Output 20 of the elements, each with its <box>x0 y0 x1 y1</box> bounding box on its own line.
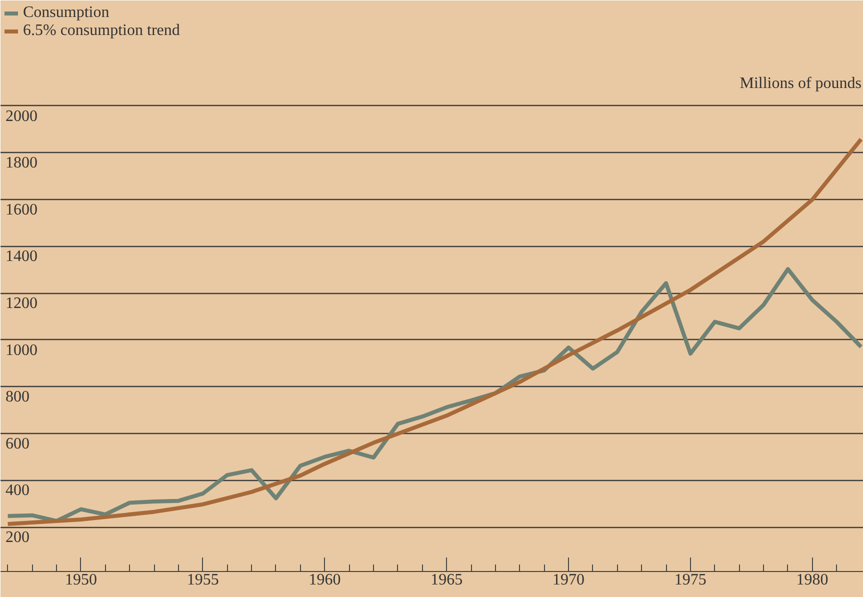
y-tick-label: 1000 <box>6 342 38 359</box>
legend-label: Consumption <box>23 4 110 22</box>
x-tick-label: 1950 <box>64 572 97 588</box>
y-tick-label: 200 <box>6 529 30 546</box>
x-tick-label: 1955 <box>186 572 219 588</box>
y-tick-label: 1800 <box>6 154 38 172</box>
legend-label: 6.5% consumption trend <box>23 22 180 40</box>
y-tick-label: 1600 <box>6 201 38 218</box>
y-tick-label: 800 <box>6 388 30 406</box>
y-tick-label: 1400 <box>6 248 38 266</box>
x-tick-label: 1980 <box>796 572 828 588</box>
y-tick-label: 1200 <box>6 295 38 312</box>
y-tick-label: 2000 <box>6 108 38 125</box>
y-axis-title: Millions of pounds <box>740 74 862 92</box>
y-tick-label: 400 <box>6 482 30 500</box>
x-tick-label: 1960 <box>308 572 341 588</box>
y-tick-label: 600 <box>6 435 30 452</box>
x-tick-label: 1970 <box>552 572 585 588</box>
x-tick-label: 1975 <box>674 572 706 588</box>
x-tick-label: 1965 <box>430 572 463 588</box>
